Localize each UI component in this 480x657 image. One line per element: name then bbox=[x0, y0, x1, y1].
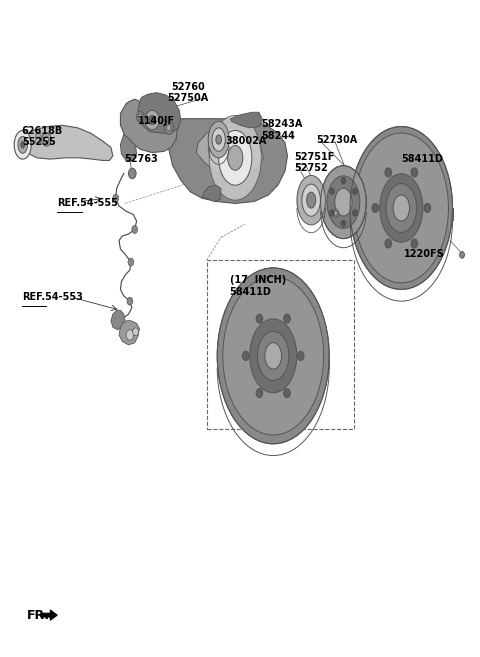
Circle shape bbox=[460, 252, 465, 258]
Circle shape bbox=[335, 212, 337, 215]
Circle shape bbox=[353, 210, 357, 216]
Polygon shape bbox=[169, 119, 288, 204]
Circle shape bbox=[256, 314, 263, 323]
Polygon shape bbox=[42, 610, 57, 620]
Polygon shape bbox=[120, 135, 137, 160]
Circle shape bbox=[145, 110, 159, 130]
Circle shape bbox=[341, 177, 346, 184]
Ellipse shape bbox=[386, 183, 417, 233]
Circle shape bbox=[284, 388, 290, 397]
Ellipse shape bbox=[228, 145, 243, 170]
Text: REF.54-555: REF.54-555 bbox=[57, 198, 118, 208]
Ellipse shape bbox=[258, 331, 289, 380]
Ellipse shape bbox=[393, 195, 409, 221]
Circle shape bbox=[164, 122, 174, 135]
Circle shape bbox=[44, 136, 49, 143]
Ellipse shape bbox=[380, 174, 423, 242]
Circle shape bbox=[242, 351, 249, 361]
Ellipse shape bbox=[21, 141, 24, 148]
Circle shape bbox=[167, 125, 171, 131]
Ellipse shape bbox=[208, 122, 229, 158]
Circle shape bbox=[113, 194, 119, 202]
Circle shape bbox=[137, 112, 144, 122]
Text: 58243A
58244: 58243A 58244 bbox=[261, 119, 303, 141]
Circle shape bbox=[330, 188, 334, 194]
Ellipse shape bbox=[217, 268, 329, 444]
Ellipse shape bbox=[327, 176, 360, 229]
Ellipse shape bbox=[265, 343, 282, 369]
Circle shape bbox=[133, 328, 138, 336]
Text: 52763: 52763 bbox=[124, 154, 157, 164]
Ellipse shape bbox=[335, 189, 352, 216]
Circle shape bbox=[132, 225, 137, 233]
Circle shape bbox=[256, 388, 263, 397]
Polygon shape bbox=[230, 112, 263, 128]
Ellipse shape bbox=[209, 116, 261, 200]
Ellipse shape bbox=[223, 277, 324, 435]
Ellipse shape bbox=[354, 133, 448, 283]
Circle shape bbox=[149, 116, 156, 125]
Circle shape bbox=[36, 133, 41, 140]
Circle shape bbox=[411, 168, 418, 177]
Circle shape bbox=[330, 210, 334, 216]
Circle shape bbox=[127, 297, 133, 305]
Ellipse shape bbox=[216, 135, 221, 144]
Ellipse shape bbox=[18, 136, 27, 153]
Circle shape bbox=[138, 114, 142, 120]
Text: FR.: FR. bbox=[26, 608, 49, 622]
Text: 52760
52750A: 52760 52750A bbox=[167, 82, 208, 103]
Polygon shape bbox=[196, 128, 264, 177]
Text: 58411D: 58411D bbox=[401, 154, 443, 164]
Circle shape bbox=[298, 351, 304, 361]
Circle shape bbox=[424, 204, 431, 213]
Text: 1140JF: 1140JF bbox=[138, 116, 175, 126]
Circle shape bbox=[333, 210, 339, 217]
Circle shape bbox=[341, 220, 346, 227]
Polygon shape bbox=[17, 125, 113, 160]
Circle shape bbox=[353, 188, 357, 194]
Ellipse shape bbox=[302, 184, 321, 216]
Circle shape bbox=[284, 314, 290, 323]
Bar bbox=[207, 260, 354, 430]
Polygon shape bbox=[138, 93, 180, 133]
Polygon shape bbox=[202, 185, 221, 202]
Circle shape bbox=[385, 239, 392, 248]
Polygon shape bbox=[119, 321, 139, 345]
Circle shape bbox=[42, 133, 51, 146]
Circle shape bbox=[128, 258, 134, 266]
Ellipse shape bbox=[321, 166, 366, 238]
Polygon shape bbox=[120, 99, 178, 152]
Ellipse shape bbox=[212, 128, 225, 151]
Ellipse shape bbox=[297, 175, 325, 225]
Circle shape bbox=[385, 168, 392, 177]
Text: 52751F
52752: 52751F 52752 bbox=[295, 152, 335, 173]
Text: 38002A: 38002A bbox=[226, 136, 267, 146]
Circle shape bbox=[36, 137, 41, 145]
Ellipse shape bbox=[350, 127, 453, 290]
Ellipse shape bbox=[14, 131, 31, 159]
Circle shape bbox=[129, 168, 136, 179]
Polygon shape bbox=[111, 310, 125, 330]
Text: 1220FS: 1220FS bbox=[404, 248, 444, 259]
Text: 62618B
55255: 62618B 55255 bbox=[22, 125, 63, 147]
Text: REF.54-553: REF.54-553 bbox=[22, 292, 83, 302]
Circle shape bbox=[411, 239, 418, 248]
Ellipse shape bbox=[219, 131, 252, 185]
Circle shape bbox=[372, 204, 379, 213]
Text: 52730A: 52730A bbox=[316, 135, 357, 145]
Ellipse shape bbox=[250, 319, 297, 393]
Text: (17  INCH)
58411D: (17 INCH) 58411D bbox=[229, 275, 286, 297]
Ellipse shape bbox=[307, 193, 316, 208]
Circle shape bbox=[126, 330, 134, 340]
